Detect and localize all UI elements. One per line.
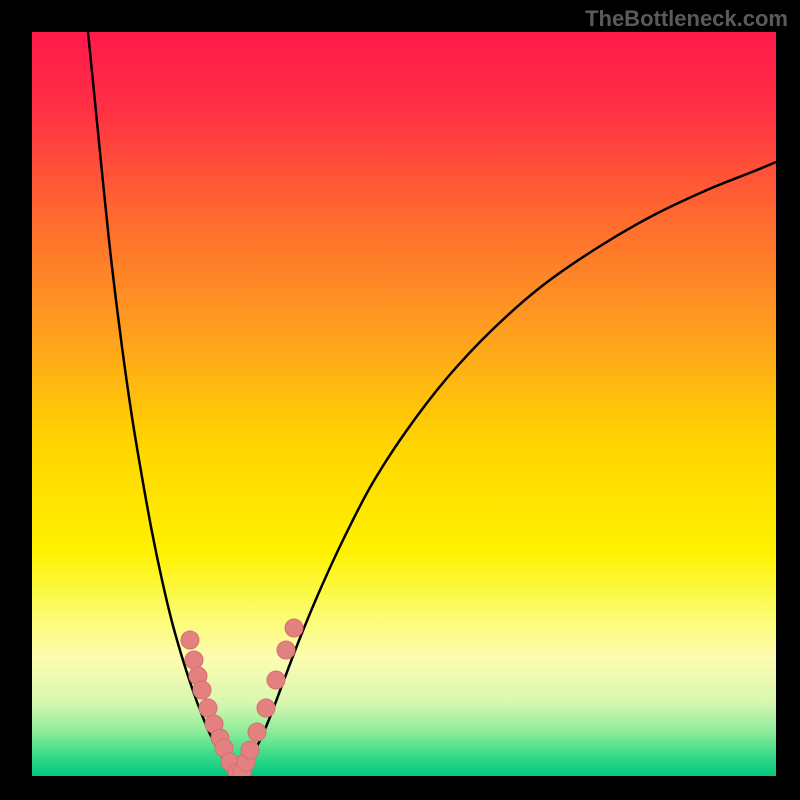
data-marker — [267, 671, 285, 689]
plot-area — [32, 32, 776, 776]
curve-layer — [32, 32, 776, 776]
chart-container: TheBottleneck.com — [0, 0, 800, 800]
data-markers-left — [181, 631, 246, 776]
data-marker — [277, 641, 295, 659]
watermark-text: TheBottleneck.com — [585, 6, 788, 32]
data-marker — [199, 699, 217, 717]
data-marker — [257, 699, 275, 717]
data-marker — [285, 619, 303, 637]
data-marker — [241, 741, 259, 759]
bottleneck-curve-right — [237, 162, 776, 774]
data-marker — [193, 681, 211, 699]
bottleneck-curve-left — [88, 32, 237, 774]
data-markers-right — [233, 619, 303, 776]
data-marker — [185, 651, 203, 669]
data-marker — [181, 631, 199, 649]
data-marker — [248, 723, 266, 741]
